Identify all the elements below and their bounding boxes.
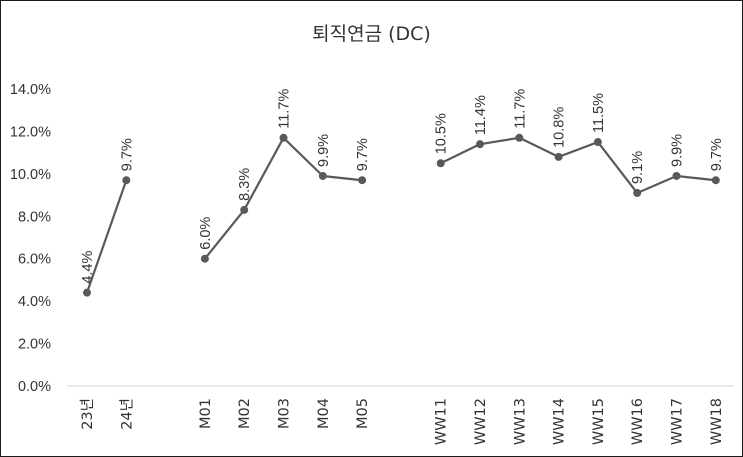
data-point xyxy=(83,288,91,297)
x-tick-label: M04 xyxy=(316,398,332,429)
data-point xyxy=(122,176,131,185)
x-tick-label: WW12 xyxy=(473,398,489,445)
x-tick-label: WW15 xyxy=(591,398,607,445)
x-tick-label: WW18 xyxy=(709,398,725,445)
series-lines xyxy=(85,136,716,294)
data-point xyxy=(515,133,524,142)
data-label: 10.8% xyxy=(552,107,568,148)
y-tick-label: 14.0% xyxy=(10,82,51,98)
y-tick-label: 8.0% xyxy=(18,209,51,225)
x-tick-label: WW11 xyxy=(434,398,450,445)
data-label: 9.7% xyxy=(119,138,135,171)
data-point xyxy=(279,133,288,142)
data-point xyxy=(593,138,602,147)
data-points xyxy=(83,133,720,297)
data-point xyxy=(711,176,720,185)
data-label: 9.7% xyxy=(355,138,371,171)
x-tick-label: M01 xyxy=(198,398,214,429)
data-label: 9.9% xyxy=(670,134,686,167)
data-point xyxy=(358,176,367,185)
data-label: 4.4% xyxy=(80,251,96,284)
data-point xyxy=(200,254,209,263)
x-tick-label: 23년 xyxy=(79,398,96,430)
series-line-segment xyxy=(440,136,716,195)
data-point xyxy=(436,159,445,168)
x-tick-label: M03 xyxy=(277,398,293,429)
data-label: 8.3% xyxy=(237,168,253,201)
y-tick-label: 4.0% xyxy=(18,294,51,310)
data-point xyxy=(240,205,249,214)
data-label: 10.5% xyxy=(434,113,450,154)
data-label: 6.0% xyxy=(198,217,214,250)
data-label: 9.7% xyxy=(709,138,725,171)
x-tick-label: WW17 xyxy=(670,398,686,445)
y-tick-label: 6.0% xyxy=(18,252,51,268)
y-tick-label: 0.0% xyxy=(18,379,51,395)
data-point xyxy=(672,171,681,180)
x-tick-label: M05 xyxy=(355,398,371,429)
axis-layer: 0.0% 2.0% 4.0% 6.0% 8.0% 10.0% 12.0% 14.0% xyxy=(10,82,734,395)
data-label: 9.9% xyxy=(316,134,332,167)
x-tick-label: WW16 xyxy=(630,398,646,445)
data-labels: 4.4% 9.7% 6.0% 8.3% 11.7% 9.9% 9.7% 10.5% 11.4% 1… xyxy=(80,89,725,284)
data-point xyxy=(476,140,484,149)
data-point xyxy=(318,171,327,180)
x-tick-label: WW13 xyxy=(512,398,528,445)
data-label: 11.7% xyxy=(512,89,528,129)
x-tick-label: 24년 xyxy=(118,398,135,430)
chart-title: 퇴직연금 (DC) xyxy=(312,23,431,45)
y-tick-label: 12.0% xyxy=(10,124,51,140)
series-line-segment xyxy=(204,136,363,260)
data-label: 11.5% xyxy=(591,93,607,133)
data-label: 9.1% xyxy=(630,151,646,184)
data-point xyxy=(633,188,642,197)
x-tick-label: WW14 xyxy=(552,398,568,445)
x-tick-labels: 23년 24년 M01 M02 M03 M04 M05 WW11 WW12 WW13 WW14 WW1… xyxy=(79,398,725,445)
y-tick-label: 10.0% xyxy=(10,167,51,183)
data-label: 11.4% xyxy=(473,95,489,135)
y-tick-label: 2.0% xyxy=(18,337,51,353)
data-label: 11.7% xyxy=(277,89,293,129)
series-line-segment xyxy=(85,179,128,294)
data-point xyxy=(554,152,563,161)
x-tick-label: M02 xyxy=(237,398,253,429)
